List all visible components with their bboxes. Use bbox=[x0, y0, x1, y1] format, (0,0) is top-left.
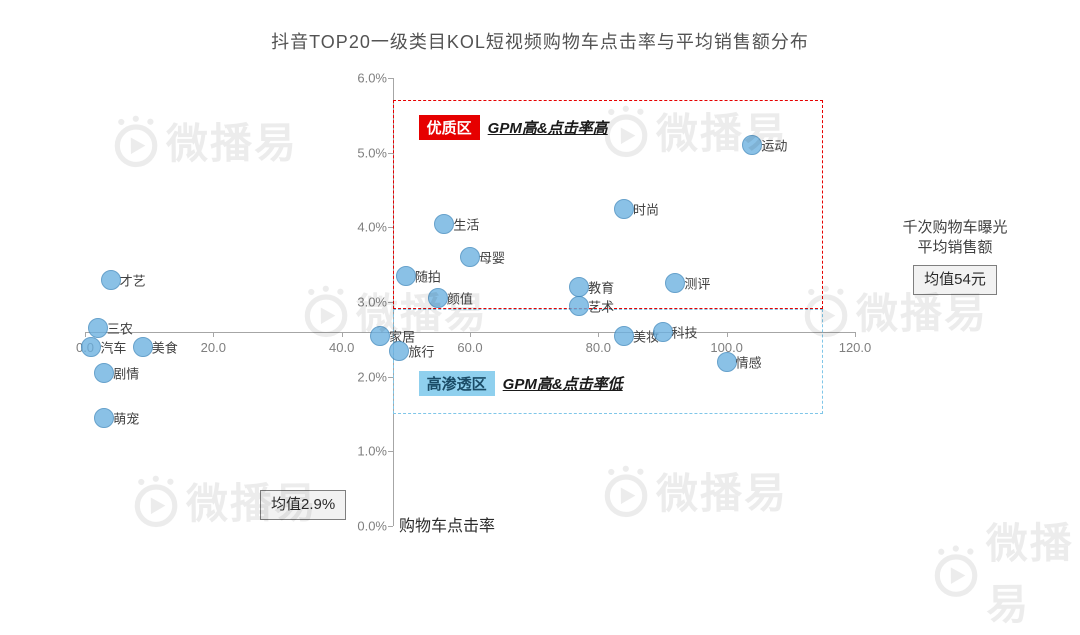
data-point bbox=[614, 326, 634, 346]
data-point bbox=[742, 135, 762, 155]
data-point bbox=[434, 214, 454, 234]
scatter-plot: 0.020.040.060.080.0100.0120.00.0%1.0%2.0… bbox=[85, 78, 855, 526]
x-tick-label: 120.0 bbox=[839, 340, 872, 355]
data-point bbox=[665, 273, 685, 293]
data-point bbox=[94, 408, 114, 428]
data-point-label: 萌宠 bbox=[113, 408, 139, 427]
data-point-label: 才艺 bbox=[120, 270, 146, 289]
tag-desc: GPM高&点击率低 bbox=[503, 373, 623, 394]
y-tick-label: 1.0% bbox=[357, 444, 393, 459]
data-point-label: 时尚 bbox=[633, 199, 659, 218]
y-tick-label: 2.0% bbox=[357, 369, 393, 384]
data-point-label: 生活 bbox=[453, 214, 479, 233]
tag-desc: GPM高&点击率高 bbox=[488, 117, 608, 138]
x-tick bbox=[342, 332, 343, 337]
data-point bbox=[94, 363, 114, 383]
data-point-label: 美食 bbox=[152, 337, 178, 356]
data-point-label: 母婴 bbox=[479, 248, 505, 267]
x-tick bbox=[213, 332, 214, 337]
data-point-label: 旅行 bbox=[408, 341, 434, 360]
x-tick-label: 40.0 bbox=[329, 340, 354, 355]
data-point bbox=[653, 322, 673, 342]
data-point-label: 剧情 bbox=[113, 363, 139, 382]
y-tick-label: 0.0% bbox=[357, 519, 393, 534]
tag-box: 优质区 bbox=[419, 115, 480, 140]
tag-box: 高渗透区 bbox=[419, 371, 495, 396]
x-axis-description: 千次购物车曝光平均销售额 均值54元 bbox=[870, 218, 1040, 295]
data-point bbox=[88, 318, 108, 338]
data-point bbox=[81, 337, 101, 357]
data-point bbox=[133, 337, 153, 357]
data-point-label: 运动 bbox=[761, 136, 787, 155]
data-point-label: 汽车 bbox=[100, 337, 126, 356]
data-point bbox=[428, 288, 448, 308]
watermark-text: 微播易 bbox=[985, 509, 1080, 632]
x-tick bbox=[855, 332, 856, 337]
y-tick-label: 6.0% bbox=[357, 71, 393, 86]
data-point-label: 三农 bbox=[107, 319, 133, 338]
data-point bbox=[389, 341, 409, 361]
y-mean-box: 均值2.9% bbox=[260, 490, 346, 520]
y-mean-container: 均值2.9% bbox=[260, 490, 346, 520]
data-point-label: 教育 bbox=[588, 278, 614, 297]
data-point bbox=[614, 199, 634, 219]
data-point bbox=[569, 277, 589, 297]
highreach-tag: 高渗透区 GPM高&点击率低 bbox=[419, 371, 623, 396]
x-axis-label: 购物车点击率 bbox=[399, 516, 495, 538]
chart-title: 抖音TOP20一级类目KOL短视频购物车点击率与平均销售额分布 bbox=[0, 28, 1080, 54]
data-point bbox=[101, 270, 121, 290]
data-point bbox=[396, 266, 416, 286]
data-point-label: 情感 bbox=[736, 352, 762, 371]
data-point bbox=[370, 326, 390, 346]
premium-tag: 优质区 GPM高&点击率高 bbox=[419, 115, 608, 140]
x-mean-box: 均值54元 bbox=[913, 265, 997, 295]
y-tick-label: 3.0% bbox=[357, 295, 393, 310]
data-point-label: 随拍 bbox=[415, 266, 441, 285]
data-point-label: 测评 bbox=[684, 274, 710, 293]
watermark: 微播易 bbox=[929, 509, 1080, 632]
x-tick-label: 20.0 bbox=[201, 340, 226, 355]
data-point-label: 科技 bbox=[672, 322, 698, 341]
y-tick-label: 5.0% bbox=[357, 145, 393, 160]
x-tick bbox=[85, 332, 86, 337]
x-axis-desc-text: 千次购物车曝光平均销售额 bbox=[902, 219, 1007, 256]
data-point bbox=[569, 296, 589, 316]
data-point-label: 艺术 bbox=[588, 296, 614, 315]
y-tick-label: 4.0% bbox=[357, 220, 393, 235]
data-point-label: 颜值 bbox=[447, 289, 473, 308]
data-point bbox=[460, 247, 480, 267]
data-point bbox=[717, 352, 737, 372]
